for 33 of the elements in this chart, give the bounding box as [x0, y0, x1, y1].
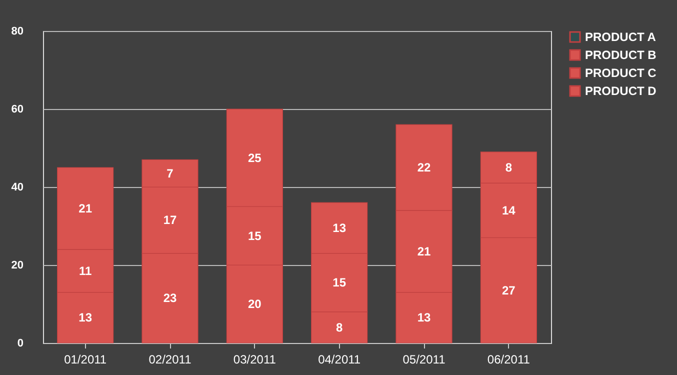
legend-label: PRODUCT B [585, 48, 657, 62]
data-label: 15 [248, 228, 262, 243]
x-tick-label: 05/2011 [402, 352, 446, 366]
data-label: 7 [166, 166, 174, 180]
data-label: 23 [163, 291, 177, 306]
data-label: 21 [78, 201, 92, 216]
data-label: 13 [78, 310, 92, 325]
y-tick-label: 80 [11, 26, 24, 38]
data-label: 8 [336, 320, 343, 334]
data-label: 15 [332, 276, 346, 290]
data-label: 14 [502, 203, 516, 218]
data-label: 17 [163, 213, 177, 228]
x-tick-label: 06/2011 [487, 352, 530, 366]
data-label: 21 [417, 244, 431, 258]
legend-label: PRODUCT A [585, 30, 656, 44]
data-label: 22 [417, 160, 431, 174]
data-label: 13 [417, 310, 431, 325]
y-tick-label: 20 [11, 260, 24, 272]
data-label: 11 [78, 264, 92, 278]
x-tick-label: 02/2011 [148, 352, 192, 366]
data-label: 8 [505, 160, 512, 174]
x-tick-label: 03/2011 [233, 352, 276, 366]
data-label: 27 [502, 283, 516, 298]
y-tick-label: 0 [17, 338, 24, 350]
data-label: 13 [332, 220, 346, 235]
legend-label: PRODUCT D [585, 84, 657, 98]
x-tick-label: 04/2011 [318, 352, 361, 366]
y-tick-label: 40 [11, 182, 24, 194]
data-label: 20 [248, 297, 262, 311]
x-tick-label: 01/2011 [64, 352, 107, 366]
legend-label: PRODUCT C [585, 66, 657, 80]
data-label: 25 [248, 150, 262, 165]
y-tick-label: 60 [11, 104, 24, 116]
